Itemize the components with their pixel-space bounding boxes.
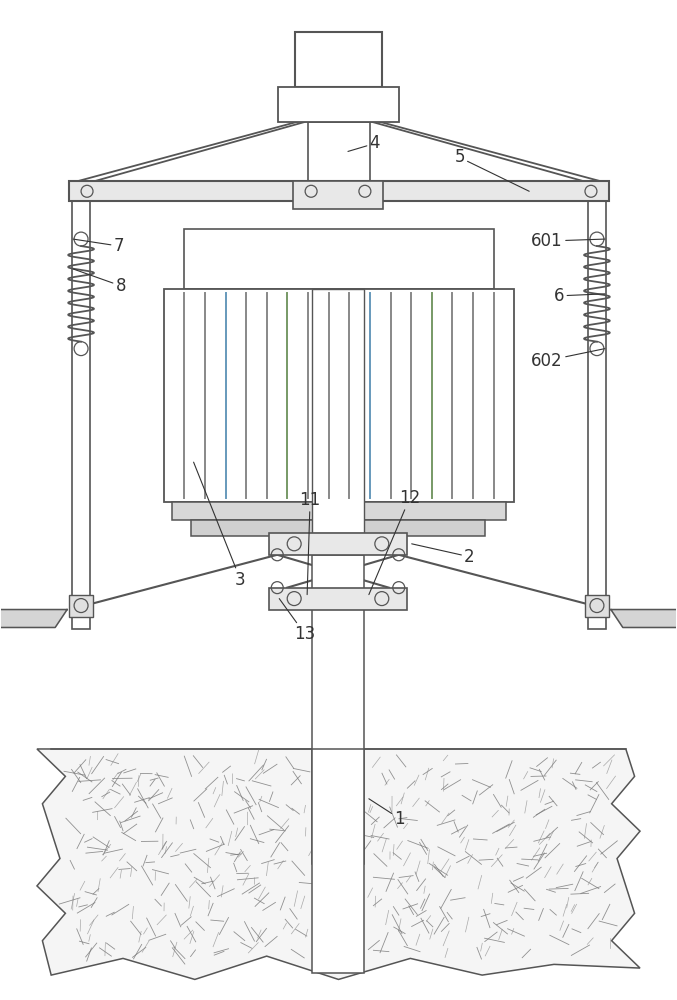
- Bar: [308, 122, 370, 181]
- Polygon shape: [611, 610, 677, 627]
- Text: 4: 4: [348, 134, 380, 152]
- Text: 3: 3: [194, 462, 246, 589]
- Text: 1: 1: [369, 799, 405, 828]
- Bar: [69, 595, 93, 617]
- Bar: [183, 229, 494, 289]
- Text: 13: 13: [279, 599, 315, 643]
- Bar: [172, 502, 506, 520]
- Bar: [585, 595, 609, 617]
- Bar: [69, 181, 609, 201]
- Bar: [312, 749, 364, 973]
- Bar: [588, 201, 606, 629]
- Bar: [269, 588, 407, 610]
- Text: 601: 601: [531, 232, 605, 250]
- Text: 6: 6: [554, 287, 605, 305]
- Bar: [295, 32, 382, 87]
- Text: 7: 7: [73, 237, 124, 255]
- Text: 8: 8: [73, 269, 126, 295]
- Text: 602: 602: [531, 349, 605, 370]
- Polygon shape: [0, 610, 67, 627]
- Text: 11: 11: [299, 491, 321, 595]
- Text: 2: 2: [412, 544, 475, 566]
- Bar: [312, 289, 364, 533]
- Bar: [164, 289, 515, 502]
- Bar: [312, 555, 364, 864]
- Text: 5: 5: [454, 148, 529, 191]
- Bar: [293, 181, 383, 209]
- Bar: [278, 87, 399, 122]
- Bar: [191, 520, 485, 536]
- Text: 9: 9: [0, 999, 1, 1000]
- Bar: [72, 201, 90, 629]
- Bar: [269, 533, 407, 555]
- Text: 12: 12: [369, 489, 420, 595]
- Polygon shape: [37, 749, 640, 979]
